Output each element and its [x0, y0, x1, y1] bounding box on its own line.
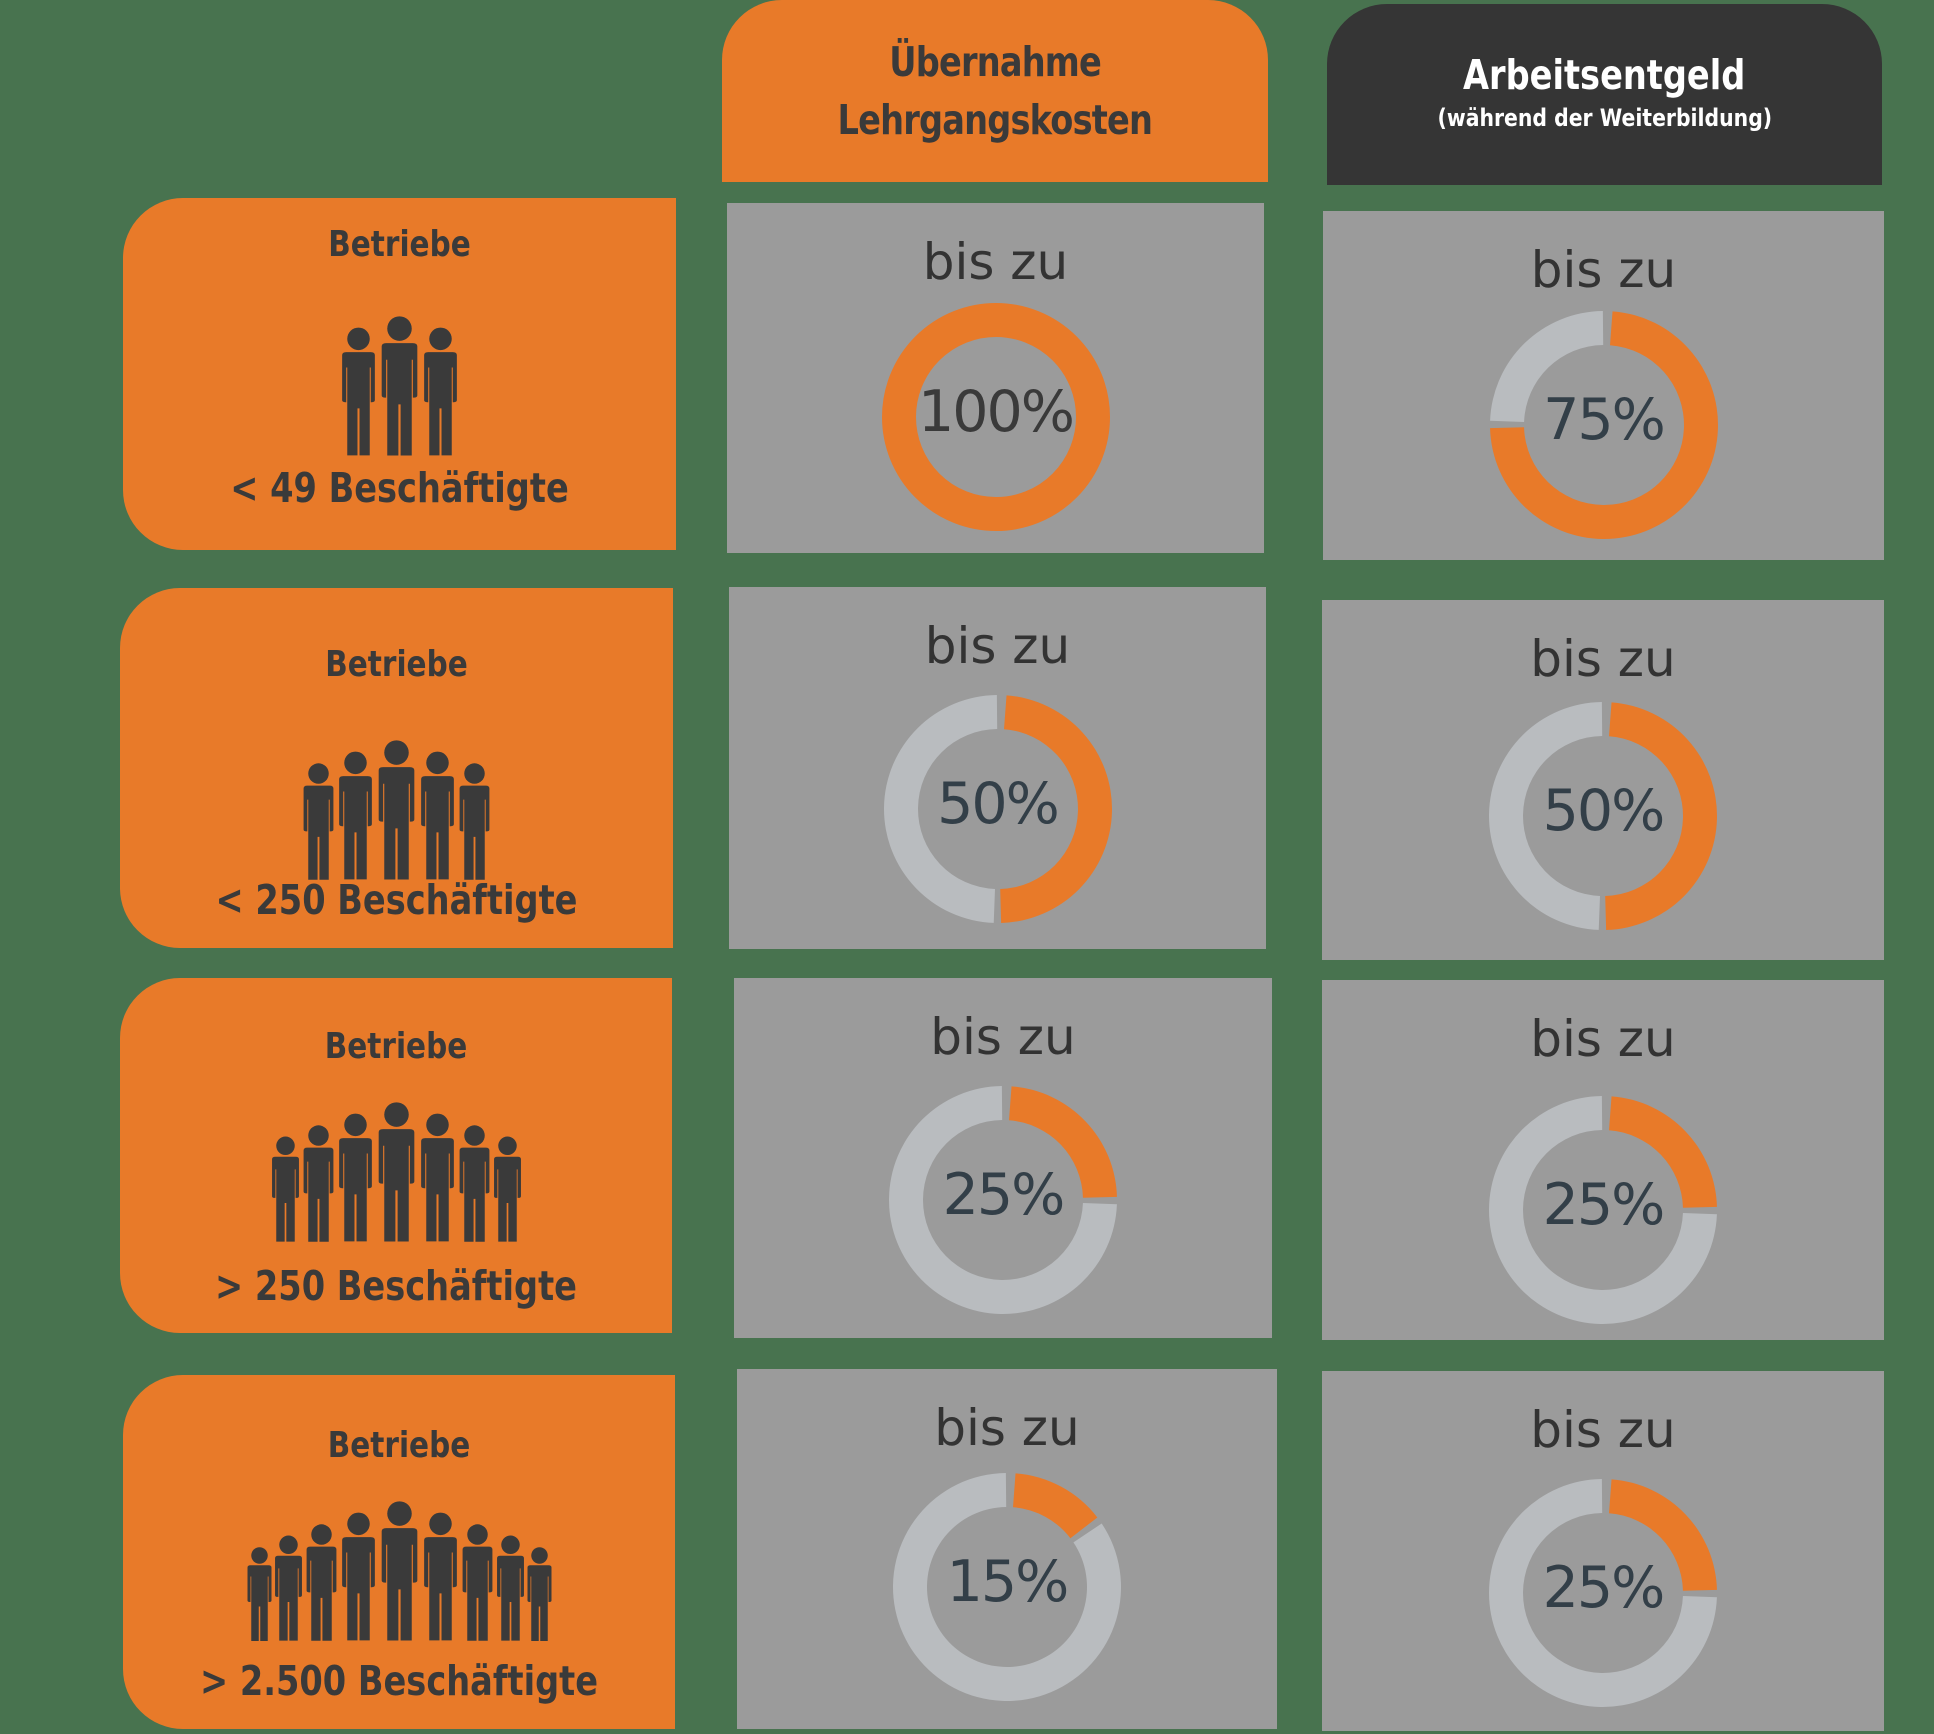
person-icon	[459, 1125, 489, 1242]
person-icon	[378, 1102, 414, 1242]
percentage-value: 75%	[1543, 387, 1666, 453]
person-icon	[421, 751, 454, 880]
person-icon	[247, 1547, 271, 1641]
row-label-top: Betriebe	[324, 1026, 468, 1067]
row-label-bottom: < 250 Beschäftigte	[215, 876, 578, 924]
donut-chart	[889, 1086, 1117, 1314]
person-icon	[378, 740, 415, 880]
person-icon	[274, 1535, 302, 1641]
prefix-label: bis zu	[934, 1399, 1080, 1457]
person-icon	[420, 1113, 454, 1242]
person-icon	[303, 763, 334, 880]
people-group-icon	[120, 722, 673, 882]
row-label-top: Betriebe	[327, 1425, 471, 1466]
donut-chart	[893, 1473, 1121, 1701]
percentage-value: 15%	[946, 1549, 1070, 1615]
donut-chart	[883, 695, 1112, 923]
percentage-value: 25%	[942, 1162, 1066, 1228]
cell-arbeitsentgeld: bis zu 75%	[1323, 211, 1884, 560]
header-line-1: Übernahme	[889, 38, 1102, 86]
person-icon	[306, 1524, 336, 1641]
cell-lehrgangskosten: bis zu 25%	[734, 978, 1272, 1338]
percentage-value: 100%	[918, 379, 1075, 445]
person-icon	[342, 327, 375, 456]
percentage-value: 50%	[1542, 778, 1666, 844]
header-lehrgangskosten: Übernahme Lehrgangskosten	[722, 0, 1268, 182]
people-group-icon	[123, 298, 676, 458]
prefix-label: bis zu	[1530, 241, 1677, 299]
person-icon	[271, 1136, 299, 1242]
prefix-label: bis zu	[922, 233, 1069, 291]
row-label-card: Betriebe > 2.500 Beschäftigte	[123, 1375, 675, 1729]
row-label-top: Betriebe	[328, 224, 471, 265]
donut-chart	[1489, 311, 1718, 539]
person-icon	[423, 1512, 457, 1641]
percentage-value: 25%	[1542, 1172, 1666, 1238]
person-icon	[496, 1535, 524, 1641]
prefix-label: bis zu	[1530, 1401, 1676, 1459]
person-icon	[527, 1547, 551, 1641]
row-label-bottom: > 2.500 Beschäftigte	[199, 1657, 599, 1705]
donut-chart	[1489, 1096, 1717, 1324]
person-icon	[462, 1524, 492, 1641]
cell-lehrgangskosten: bis zu 15%	[737, 1369, 1277, 1729]
row-label-top: Betriebe	[325, 644, 468, 685]
people-group-icon	[123, 1483, 675, 1643]
header-title: Arbeitsentgeld	[1463, 50, 1746, 99]
cell-arbeitsentgeld: bis zu 50%	[1322, 600, 1884, 960]
header-line-2: Lehrgangskosten	[837, 96, 1153, 144]
donut-chart	[1489, 702, 1718, 930]
donut-chart	[881, 303, 1110, 531]
cell-arbeitsentgeld: bis zu 25%	[1322, 1371, 1884, 1731]
prefix-label: bis zu	[1530, 1010, 1676, 1068]
person-icon	[303, 1125, 333, 1242]
donut-chart	[1489, 1479, 1717, 1707]
cell-lehrgangskosten: bis zu 50%	[729, 587, 1266, 949]
person-icon	[381, 1501, 417, 1641]
row-label-card: Betriebe > 250 Beschäftigte	[120, 978, 672, 1333]
person-icon	[459, 763, 490, 880]
cell-arbeitsentgeld: bis zu 25%	[1322, 980, 1884, 1340]
prefix-label: bis zu	[924, 617, 1071, 675]
person-icon	[339, 751, 372, 880]
person-icon	[493, 1136, 521, 1242]
row-label-bottom: > 250 Beschäftigte	[215, 1262, 577, 1310]
prefix-label: bis zu	[930, 1008, 1076, 1066]
person-icon	[341, 1512, 375, 1641]
prefix-label: bis zu	[1530, 630, 1676, 688]
people-group-icon	[120, 1084, 672, 1244]
percentage-value: 50%	[937, 771, 1060, 837]
person-icon	[424, 327, 457, 456]
person-icon	[338, 1113, 372, 1242]
person-icon	[381, 316, 418, 456]
row-label-bottom: < 49 Beschäftigte	[230, 464, 569, 512]
header-arbeitsentgeld: Arbeitsentgeld (während der Weiterbildun…	[1327, 4, 1882, 185]
percentage-value: 25%	[1542, 1555, 1666, 1621]
header-subtitle: (während der Weiterbildung)	[1437, 103, 1772, 132]
row-label-card: Betriebe < 250 Beschäftigte	[120, 588, 673, 948]
row-label-card: Betriebe < 49 Beschäftigte	[123, 198, 676, 550]
cell-lehrgangskosten: bis zu 100%	[727, 203, 1264, 553]
